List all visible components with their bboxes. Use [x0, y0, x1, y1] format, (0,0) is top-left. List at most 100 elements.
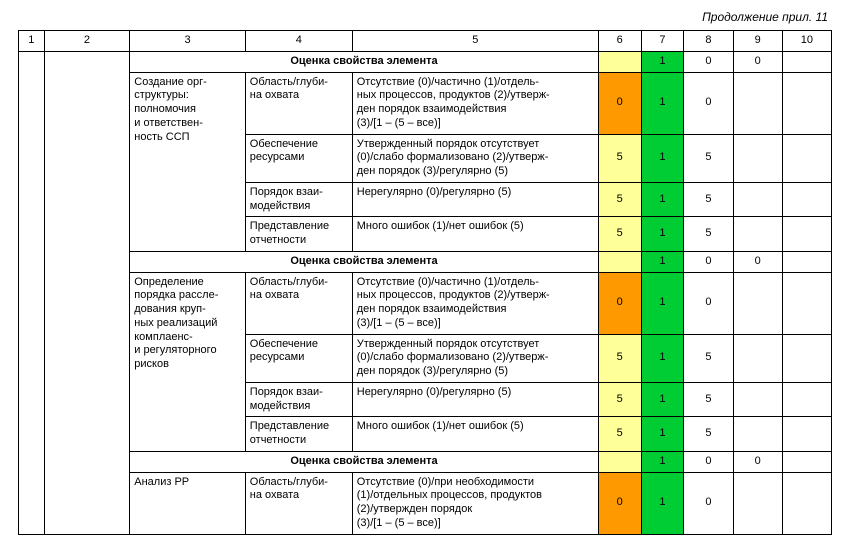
col5-text: Отсутствие (0)/при необходимости(1)/отде… — [352, 472, 598, 534]
c10 — [782, 382, 831, 417]
c8: 5 — [684, 382, 733, 417]
col3-text: Создание орг-структуры:полномочияи ответ… — [130, 72, 246, 251]
c7: 1 — [641, 334, 684, 382]
table-row: Создание орг-структуры:полномочияи ответ… — [19, 72, 832, 134]
c9 — [733, 334, 782, 382]
c6: 0 — [598, 472, 641, 534]
c10 — [782, 134, 831, 182]
h1: 1 — [19, 31, 45, 52]
c6: 5 — [598, 182, 641, 217]
c7: 1 — [641, 472, 684, 534]
section-row: Оценка свойства элемента100 — [19, 51, 832, 72]
h10: 10 — [782, 31, 831, 52]
col4-text: Область/глуби-на охвата — [245, 472, 352, 534]
c9 — [733, 72, 782, 134]
c9 — [733, 134, 782, 182]
c7: 1 — [641, 134, 684, 182]
sum-c10 — [782, 51, 831, 72]
col4-text: Порядок взаи-модействия — [245, 382, 352, 417]
c7: 1 — [641, 217, 684, 252]
col4-text: Область/глуби-на охвата — [245, 272, 352, 334]
section-row: Оценка свойства элемента100 — [19, 451, 832, 472]
c6: 5 — [598, 382, 641, 417]
c9 — [733, 382, 782, 417]
h4: 4 — [245, 31, 352, 52]
assessment-table: 1 2 3 4 5 6 7 8 9 10 Оценка свойства эле… — [18, 30, 832, 535]
h5: 5 — [352, 31, 598, 52]
c8: 5 — [684, 182, 733, 217]
c7: 1 — [641, 72, 684, 134]
c9 — [733, 217, 782, 252]
sum-c10 — [782, 251, 831, 272]
table-row: Анализ РРОбласть/глуби-на охватаОтсутств… — [19, 472, 832, 534]
c8: 5 — [684, 217, 733, 252]
col5-text: Утвержденный порядок отсутствует(0)/слаб… — [352, 134, 598, 182]
c8: 0 — [684, 272, 733, 334]
c7: 1 — [641, 382, 684, 417]
c9 — [733, 182, 782, 217]
sum-c8: 0 — [684, 451, 733, 472]
section-label: Оценка свойства элемента — [130, 51, 599, 72]
h3: 3 — [130, 31, 246, 52]
h8: 8 — [684, 31, 733, 52]
sum-c7: 1 — [641, 251, 684, 272]
c6: 5 — [598, 334, 641, 382]
c7: 1 — [641, 272, 684, 334]
sum-c9: 0 — [733, 451, 782, 472]
c8: 5 — [684, 134, 733, 182]
col4-text: Представлениеотчетности — [245, 217, 352, 252]
col5-text: Отсутствие (0)/частично (1)/отдель-ных п… — [352, 72, 598, 134]
c9 — [733, 272, 782, 334]
c8: 5 — [684, 417, 733, 452]
header-row: 1 2 3 4 5 6 7 8 9 10 — [19, 31, 832, 52]
c10 — [782, 182, 831, 217]
col5-text: Много ошибок (1)/нет ошибок (5) — [352, 217, 598, 252]
sum-c7: 1 — [641, 51, 684, 72]
col5-text: Отсутствие (0)/частично (1)/отдель-ных п… — [352, 272, 598, 334]
col2-span — [44, 51, 130, 534]
sum-c8: 0 — [684, 251, 733, 272]
sum-c8: 0 — [684, 51, 733, 72]
c10 — [782, 417, 831, 452]
h7: 7 — [641, 31, 684, 52]
col4-text: Область/глуби-на охвата — [245, 72, 352, 134]
c10 — [782, 272, 831, 334]
col3-text: Определениепорядка рассле-дования круп-н… — [130, 272, 246, 451]
col5-text: Нерегулярно (0)/регулярно (5) — [352, 182, 598, 217]
c7: 1 — [641, 417, 684, 452]
c6: 0 — [598, 72, 641, 134]
h2: 2 — [44, 31, 130, 52]
sum-c6 — [598, 51, 641, 72]
sum-c9: 0 — [733, 251, 782, 272]
col4-text: Порядок взаи-модействия — [245, 182, 352, 217]
c6: 5 — [598, 417, 641, 452]
c8: 5 — [684, 334, 733, 382]
col1-span — [19, 51, 45, 534]
table-row: Определениепорядка рассле-дования круп-н… — [19, 272, 832, 334]
col5-text: Утвержденный порядок отсутствует(0)/слаб… — [352, 334, 598, 382]
section-label: Оценка свойства элемента — [130, 451, 599, 472]
col4-text: Обеспечениересурсами — [245, 134, 352, 182]
sum-c7: 1 — [641, 451, 684, 472]
sum-c6 — [598, 451, 641, 472]
h9: 9 — [733, 31, 782, 52]
section-label: Оценка свойства элемента — [130, 251, 599, 272]
col4-text: Обеспечениересурсами — [245, 334, 352, 382]
sum-c10 — [782, 451, 831, 472]
c10 — [782, 334, 831, 382]
c8: 0 — [684, 72, 733, 134]
c6: 0 — [598, 272, 641, 334]
col3-text: Анализ РР — [130, 472, 246, 534]
col5-text: Нерегулярно (0)/регулярно (5) — [352, 382, 598, 417]
c7: 1 — [641, 182, 684, 217]
c6: 5 — [598, 134, 641, 182]
c9 — [733, 417, 782, 452]
col4-text: Представлениеотчетности — [245, 417, 352, 452]
c10 — [782, 472, 831, 534]
c8: 0 — [684, 472, 733, 534]
h6: 6 — [598, 31, 641, 52]
c10 — [782, 72, 831, 134]
sum-c9: 0 — [733, 51, 782, 72]
c10 — [782, 217, 831, 252]
section-row: Оценка свойства элемента100 — [19, 251, 832, 272]
